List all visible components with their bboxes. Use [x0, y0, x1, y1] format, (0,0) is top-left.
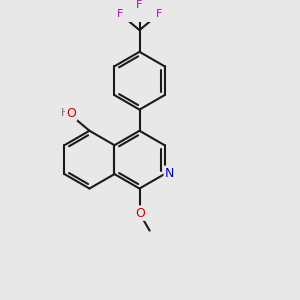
- Text: F: F: [117, 9, 123, 19]
- Text: F: F: [156, 9, 162, 19]
- Text: N: N: [165, 167, 174, 180]
- Text: O: O: [66, 107, 76, 120]
- Text: O: O: [135, 207, 145, 220]
- Text: H: H: [60, 108, 69, 118]
- Text: F: F: [136, 0, 143, 10]
